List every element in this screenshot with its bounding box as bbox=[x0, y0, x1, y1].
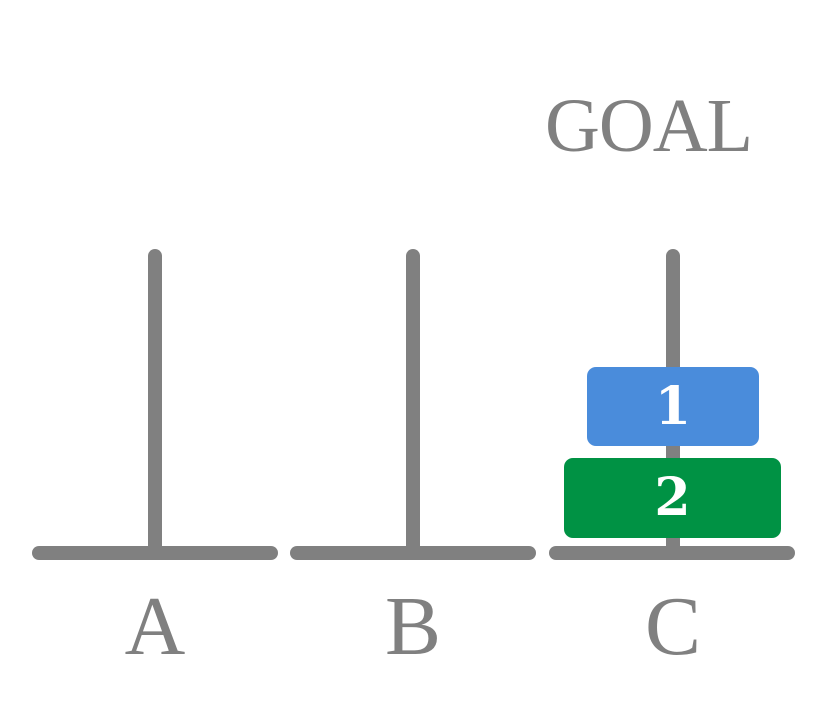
peg-b-pole bbox=[406, 249, 420, 559]
peg-c-base bbox=[549, 546, 795, 560]
peg-a-pole bbox=[148, 249, 162, 559]
goal-title: GOAL bbox=[545, 84, 753, 168]
disk-1-label: 1 bbox=[654, 375, 692, 437]
disk-2-label: 2 bbox=[654, 467, 691, 528]
peg-b-label: B bbox=[384, 580, 442, 673]
disk-1[interactable]: 1 bbox=[587, 367, 759, 446]
peg-a-label: A bbox=[124, 580, 186, 673]
peg-b-base bbox=[290, 546, 536, 560]
disk-2[interactable]: 2 bbox=[564, 458, 781, 538]
peg-c-label: C bbox=[644, 580, 702, 673]
peg-a-base bbox=[32, 546, 278, 560]
